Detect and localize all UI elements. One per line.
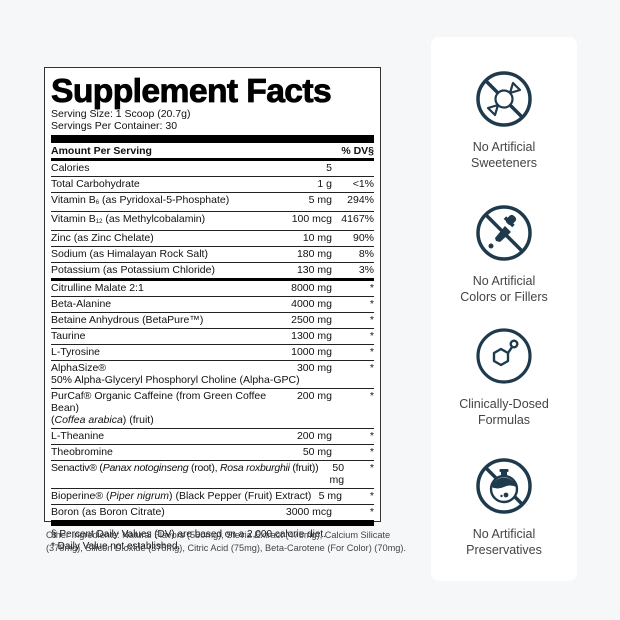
feature-no-colors: No Artificial Colors or Fillers [431, 204, 577, 305]
footnote-dv: § Percent Daily Values (DV) are based on… [51, 529, 326, 540]
table-row: Total Carbohydrate 1 g <1% [51, 177, 374, 193]
servings-per-container: Servings Per Container: 30 [51, 120, 178, 132]
table-row: Zinc (as Zinc Chelate) 10 mg 90% [51, 231, 374, 247]
divider-thick [51, 520, 374, 526]
table-row: Bioperine® (Piper nigrum) (Black Pepper … [51, 489, 374, 505]
divider-medium [51, 158, 374, 161]
header-dv: % DV§ [341, 145, 374, 157]
other-ingredients: Other Ingredients: Natural Flavors (550m… [46, 530, 406, 553]
features-panel: No Artificial Sweeteners No Artificial Col… [431, 37, 577, 581]
table-header: Amount Per Serving % DV§ [51, 143, 374, 158]
feature-no-sweeteners: No Artificial Sweeteners [431, 70, 577, 171]
label-title: Supplement Facts [51, 72, 333, 109]
table-row: L-Theanine 200 mg * [51, 429, 374, 445]
divider-medium [51, 278, 374, 281]
no-dropper-icon [476, 205, 532, 261]
table-row: L-Tyrosine 1000 mg * [51, 345, 374, 361]
table-row: Beta-Alanine 4000 mg * [51, 297, 374, 313]
table-row: PurCaf® Organic Caffeine (from Green Cof… [51, 389, 374, 429]
table-row: Theobromine 50 mg * [51, 445, 374, 461]
divider-thick [51, 135, 374, 143]
header-amount: Amount Per Serving [51, 145, 152, 157]
table-row: Sodium (as Himalayan Rock Salt) 180 mg 8… [51, 247, 374, 263]
molecule-icon [476, 328, 532, 384]
table-row: AlphaSize® 50% Alpha-Glyceryl Phosphoryl … [51, 361, 374, 389]
supplement-facts-label: Supplement Facts Serving Size: 1 Scoop (… [44, 67, 381, 552]
table-row: Vitamin B12 (as Methylcobalamin) 100 mcg… [51, 212, 374, 231]
table-row: Betaine Anhydrous (BetaPure™) 2500 mg * [51, 313, 374, 329]
table-row: Boron (as Boron Citrate) 3000 mcg * [51, 506, 374, 518]
footnotes: § Percent Daily Values (DV) are based on… [51, 526, 374, 553]
table-row: Calories 5 [51, 161, 374, 177]
feature-clinically-dosed: Clinically-Dosed Formulas [431, 327, 577, 428]
table-row: Potassium (as Potassium Chloride) 130 mg… [51, 264, 374, 276]
no-candy-icon [476, 71, 532, 127]
footnote-not-established: * Daily Value not established. [51, 541, 181, 552]
table-row: Senactiv® (Panax notoginseng (root), Ros… [51, 461, 374, 489]
table-row: Vitamin B6 (as Pyridoxal-5-Phosphate) 5 … [51, 193, 374, 212]
table-row: Taurine 1300 mg * [51, 329, 374, 345]
no-flask-icon [476, 458, 532, 514]
serving-size: Serving Size: 1 Scoop (20.7g) [51, 108, 191, 120]
feature-no-preservatives: No Artificial Preservatives [431, 457, 577, 558]
table-row: Citrulline Malate 2:1 8000 mg * [51, 281, 374, 297]
